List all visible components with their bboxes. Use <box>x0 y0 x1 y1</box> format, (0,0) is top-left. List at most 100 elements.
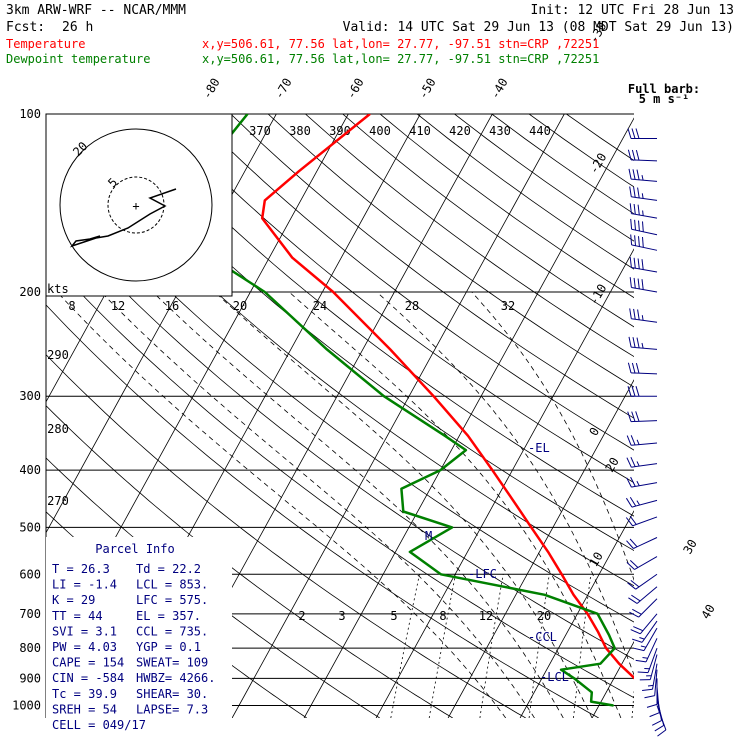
mixing-ratio-label: 8 <box>439 609 446 623</box>
wind-barb-shaft <box>631 442 658 446</box>
wind-barb-shaft <box>632 516 658 527</box>
wind-barb-flag <box>628 168 632 180</box>
parcel-info-title: Parcel Info <box>95 542 174 556</box>
temperature-point <box>264 199 266 202</box>
temperature-point <box>512 499 514 502</box>
dewpoint-point <box>591 691 593 694</box>
wind-barb-flag <box>627 362 632 374</box>
wind-barb-shaft <box>631 196 658 201</box>
wind-barb-flag <box>635 149 640 161</box>
dewpoint-point <box>451 526 453 529</box>
wind-barb-flag <box>632 608 642 615</box>
wind-barb-half-flag <box>636 480 640 487</box>
wind-barb <box>637 647 658 674</box>
wind-barb-shaft <box>638 598 658 618</box>
temperature-point <box>618 662 620 665</box>
hodograph-inset: 20 5 + kts <box>45 113 233 297</box>
dewpoint-point <box>573 677 576 680</box>
wind-barb-shaft <box>631 463 658 468</box>
wind-barb <box>626 456 658 468</box>
wind-barb-flag <box>649 712 660 718</box>
wind-barb <box>644 669 658 699</box>
wind-barb-flag <box>626 435 632 446</box>
wind-barb-flag <box>632 337 636 348</box>
pressure-tick-label: 600 <box>19 567 41 581</box>
wind-barb-flag <box>631 411 636 422</box>
wind-barb-flag <box>637 204 640 216</box>
wind-barb-flag <box>642 221 644 232</box>
wind-barb-shaft <box>641 620 658 643</box>
dry-adiabat-line <box>155 114 634 484</box>
wind-barb-flag <box>629 277 632 288</box>
wind-barb-flag <box>633 186 636 198</box>
wind-barb-flag <box>630 234 633 245</box>
wind-barb-flag <box>636 337 640 348</box>
moist-adiabat-line <box>152 291 564 718</box>
wind-barb <box>625 496 658 508</box>
temperature-point <box>597 630 599 633</box>
wind-barb-flag <box>627 386 632 397</box>
wind-barb-flag <box>629 257 632 268</box>
pressure-tick-label: 800 <box>19 641 41 655</box>
hodograph-kts-label: kts <box>47 282 69 296</box>
wind-barb <box>627 149 658 162</box>
wind-barb-flag <box>628 597 638 604</box>
theta-label: 380 <box>289 124 311 138</box>
parcel-info-right-cell: LCL = 853. <box>136 578 208 592</box>
wind-barb-shaft <box>631 178 658 182</box>
lcl-marker: -LCL <box>540 670 569 684</box>
wind-barb-flag <box>634 219 636 231</box>
wind-barb-shaft <box>635 573 658 590</box>
dewpoint-legend-label: Dewpoint temperature <box>6 52 151 66</box>
theta-label: 420 <box>449 124 471 138</box>
parcel-info-right-cell: Td = 22.2 <box>136 562 201 576</box>
wind-barb-flag <box>635 659 647 663</box>
wind-barb-half-flag <box>641 174 644 181</box>
dry-adiabat-line <box>193 114 634 451</box>
moist-adiabat-label: 24 <box>313 299 327 313</box>
wind-barb-flag <box>654 724 664 732</box>
pressure-tick-label: 300 <box>19 389 41 403</box>
lfc-marker: -LFC <box>468 567 497 581</box>
wind-barb-flag <box>641 259 644 270</box>
temperature-point <box>261 217 264 219</box>
wind-barb <box>625 515 658 527</box>
temperature-point <box>530 526 533 529</box>
mixing-ratio-line <box>428 574 456 718</box>
wind-barb <box>629 277 658 293</box>
wind-barb-flag <box>628 336 632 348</box>
dewpoint-point <box>590 700 592 703</box>
isotherm-label: 30 <box>680 537 699 557</box>
isotherm-line <box>519 510 634 718</box>
mixing-ratio-label: 2 <box>298 609 305 623</box>
wind-barb-flag <box>630 218 633 230</box>
parcel-info-left-cell: SVI = 3.1 <box>52 624 117 638</box>
temperature-point <box>369 114 371 115</box>
parcel-info-left-cell: LI = -1.4 <box>52 578 117 592</box>
wind-barb <box>627 573 658 590</box>
wind-barb-flag <box>630 629 641 635</box>
wind-barb-flag <box>629 560 639 568</box>
wind-barb-flag <box>631 362 636 374</box>
wind-barb <box>628 168 658 182</box>
isotherm-line <box>375 248 634 718</box>
pressure-tick-label: 200 <box>19 285 41 299</box>
dewpoint-point <box>465 449 467 451</box>
temperature-point <box>332 291 335 293</box>
pressure-tick-label: 1000 <box>12 698 41 712</box>
wind-barb-flag <box>637 187 640 198</box>
theta-label: 430 <box>489 124 511 138</box>
wind-barb-flag <box>637 278 640 289</box>
temperature-point <box>291 256 294 259</box>
wind-barb <box>627 362 658 375</box>
wind-barb-shaft <box>631 482 658 488</box>
wind-barb-flag <box>633 626 644 632</box>
dry-adiabat-line <box>46 161 634 623</box>
dewpoint-point <box>560 668 562 671</box>
moist-adiabat-line <box>471 291 634 581</box>
dewpoint-point <box>613 647 616 649</box>
mixing-level-marker: M <box>425 529 432 543</box>
wind-barb-flag <box>657 729 667 737</box>
dewpoint-point <box>599 662 602 665</box>
